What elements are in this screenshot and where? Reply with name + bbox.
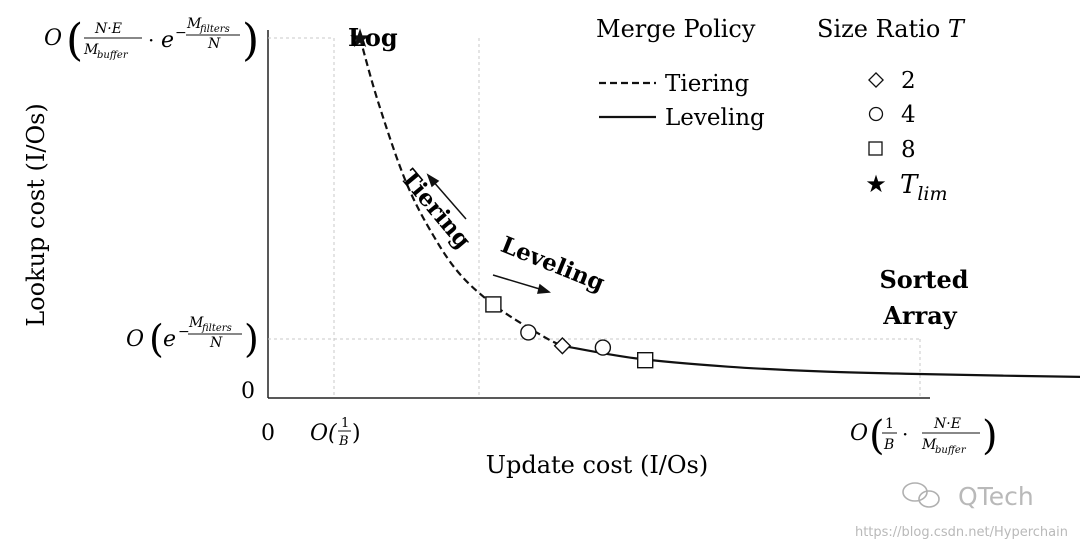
y-tick-max-exp-sign: −: [175, 25, 187, 41]
legend-tlim-sub: lim: [917, 183, 947, 205]
marker-star-0: ★: [348, 24, 371, 54]
x-tick-min-num: 1: [341, 416, 349, 431]
legend-size-ratio-title: Size Ratio T: [817, 15, 966, 43]
x-tick-max-dot: ·: [902, 422, 908, 446]
x-tick-max-b-den: M: [921, 437, 937, 453]
x-tick-max-o: O: [850, 421, 868, 446]
y-tick-min-lparen: (: [149, 317, 164, 361]
marker-layer: ★★: [348, 24, 654, 369]
marker-square-1: [485, 296, 502, 313]
y-tick-min: O ( e − M filters N ): [126, 315, 259, 361]
x-axis-label: Update cost (I/Os): [486, 451, 709, 479]
y-tick-max-rparen: ): [242, 15, 259, 66]
leveling-arrow: [492, 274, 551, 294]
y-tick-max-base: e: [161, 28, 174, 53]
y-tick-min-exp-sign: −: [178, 324, 190, 340]
y-tick-max-lparen: (: [66, 15, 83, 66]
legend-square-marker: [868, 141, 883, 156]
y-tick-min-o: O: [126, 327, 144, 352]
wechat-icon: [902, 482, 940, 508]
tiering-arrow-label: Tiering: [395, 164, 476, 253]
legend-ratio-2-label: 2: [901, 68, 916, 94]
x-tick-max-a-den: B: [883, 437, 894, 453]
x-tick-zero: 0: [261, 421, 275, 446]
y-tick-min-exp-den: N: [209, 335, 223, 351]
y-tick-max-exp-den: N: [207, 36, 221, 52]
legend-circle-marker: [868, 106, 884, 122]
y-tick-max-dot: ·: [148, 28, 154, 52]
marker-diamond-3: [553, 337, 572, 355]
y-tick-max-exp-num: M: [186, 16, 202, 32]
x-tick-min-rparen: ): [352, 421, 361, 446]
leveling-arrow-label: Leveling: [497, 231, 608, 297]
x-tick-min-o: O(: [310, 421, 337, 446]
y-tick-min-exp-num: M: [188, 315, 204, 331]
legend-ratio-8-label: 8: [901, 137, 916, 163]
x-tick-max-rparen: ): [982, 413, 998, 459]
y-tick-max: O ( N·E M buffer · e − M filters N ): [44, 15, 259, 66]
y-tick-max-frac-den-sub: buffer: [97, 50, 129, 61]
legend-leveling-label: Leveling: [665, 105, 765, 131]
y-tick-max-frac-den: M: [83, 42, 99, 58]
y-tick-zero: 0: [241, 379, 255, 404]
watermark-url: https://blog.csdn.net/Hyperchain: [855, 525, 1068, 540]
marker-square-5: [637, 352, 654, 369]
y-axis-label: Lookup cost (I/Os): [22, 103, 50, 327]
sorted-annotation: Sorted: [879, 265, 968, 294]
watermark: QTech https://blog.csdn.net/Hyperchain: [855, 482, 1068, 540]
legend-star-marker: ★: [865, 170, 887, 198]
legend-merge-policy-title: Merge Policy: [596, 15, 756, 43]
tiering-arrow: [426, 173, 467, 220]
marker-circle-2: [520, 324, 537, 341]
legend-tlim-label: Tlim: [900, 170, 948, 205]
x-tick-min-den: B: [338, 434, 349, 449]
x-tick-max-b-num: N·E: [933, 416, 961, 432]
series-tiering-line: [358, 37, 563, 347]
marker-circle-4: [594, 339, 612, 356]
legend-size-ratio: Size Ratio T 2 4 8 ★ Tlim: [817, 15, 966, 205]
legend-merge-policy: Merge Policy Tiering Leveling: [596, 15, 765, 131]
y-tick-max-exp-num-sub: filters: [199, 24, 230, 35]
reference-lines: [268, 37, 921, 398]
x-tick-max-lparen: (: [869, 413, 885, 459]
array-annotation: Array: [882, 301, 957, 330]
y-tick-min-exp-num-sub: filters: [201, 323, 232, 334]
y-tick-max-frac-num: N·E: [94, 21, 122, 37]
x-tick-max-b-den-sub: buffer: [935, 445, 967, 456]
x-tick-max: O ( 1 B · N·E M buffer ): [850, 413, 998, 459]
legend-ratio-4-label: 4: [901, 102, 916, 128]
y-tick-min-rparen: ): [244, 317, 259, 361]
watermark-brand: QTech: [958, 482, 1034, 511]
legend-size-ratio-title-symbol: T: [948, 15, 966, 43]
x-tick-max-a-num: 1: [885, 416, 894, 432]
legend-diamond-marker: [868, 72, 884, 88]
y-tick-max-o: O: [44, 26, 62, 51]
legend-size-ratio-title-text: Size Ratio: [817, 15, 948, 43]
legend-tlim-main: T: [900, 170, 919, 200]
y-tick-min-base: e: [163, 327, 176, 352]
legend-tiering-label: Tiering: [665, 71, 749, 97]
log-annotation: Log: [348, 23, 398, 52]
x-tick-min: O( 1 B ): [310, 416, 361, 449]
